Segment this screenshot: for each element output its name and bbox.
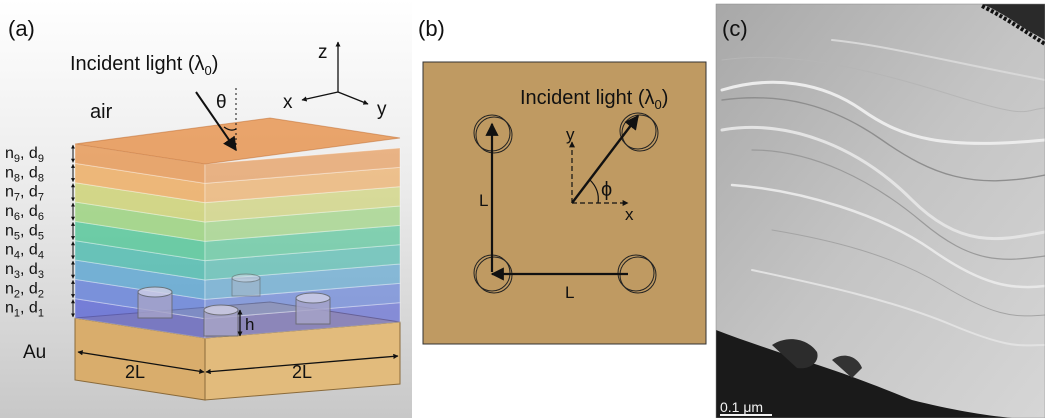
air-label: air — [90, 101, 113, 123]
layer-label-1: n1, d1 — [5, 300, 44, 320]
tem-dark-substrate — [716, 330, 1012, 418]
panel-c: 0.1 μm (c) — [712, 0, 1045, 418]
layer-label-4: n4, d4 — [5, 242, 44, 262]
panel-b-label: (b) — [418, 16, 445, 41]
axis-z-label: z — [318, 42, 328, 63]
axis-x-label-a: x — [283, 92, 293, 113]
tem-background — [716, 4, 1045, 418]
incident-light-label-b: Incident light (λ0) — [520, 87, 668, 112]
tem-dark-top-edge — [982, 4, 1045, 40]
pillar-4 — [231, 273, 261, 297]
layer-label-8: n8, d8 — [5, 164, 44, 184]
pillar-1 — [137, 286, 173, 319]
layer-side-9 — [204, 147, 401, 184]
h-label: h — [245, 315, 254, 334]
panel-c-label: (c) — [722, 16, 748, 41]
axis-y-label-b: y — [566, 125, 575, 144]
scale-bar-label: 0.1 μm — [720, 399, 763, 415]
dim-left-line — [77, 350, 205, 374]
layer-label-9: n9, d9 — [5, 145, 44, 165]
axis-x-label-b: x — [625, 205, 634, 224]
phi-arc — [589, 179, 599, 204]
top-view-substrate — [422, 61, 707, 345]
layer-label-2: n2, d2 — [5, 280, 44, 300]
tem-micrograph: 0.1 μm (c) — [715, 3, 1045, 418]
axis-y-label-a: y — [377, 99, 387, 120]
incident-light-label-a: Incident light (λ0) — [70, 53, 218, 78]
tem-layer-fringes — [720, 39, 1045, 347]
coordinate-axes-a — [301, 41, 369, 105]
layer-top-face — [74, 117, 401, 165]
incident-light-arrow-a — [195, 91, 237, 152]
theta-arc — [223, 126, 237, 131]
top-view-schematic: (b) Incident light (λ0) L L y x ϕ — [418, 16, 707, 345]
l-horizontal-label: L — [565, 283, 574, 302]
pillar-3 — [203, 304, 239, 337]
l-vertical-label: L — [479, 191, 488, 210]
layer-label-3: n3, d3 — [5, 261, 44, 281]
panel-a-label: (a) — [8, 16, 35, 41]
incident-direction-arrow — [571, 114, 639, 204]
panel-a: h n9, d9 n8, d8 n7, d7 n6, d6 n5, d5 n4, d4 n3… — [0, 0, 412, 418]
layer-label-7: n7, d7 — [5, 184, 44, 204]
dim-left-label: 2L — [125, 362, 145, 382]
theta-label: θ — [216, 92, 227, 113]
au-label: Au — [23, 342, 46, 363]
pillar-2 — [295, 292, 331, 325]
layer-label-5: n5, d5 — [5, 222, 44, 242]
layer-label-6: n6, d6 — [5, 203, 44, 223]
panel-b: (b) Incident light (λ0) L L y x ϕ — [412, 0, 712, 418]
dim-right-line — [205, 353, 399, 375]
nanopillars — [137, 273, 331, 337]
dim-right-label: 2L — [292, 362, 312, 382]
phi-label: ϕ — [601, 179, 612, 201]
pillar-top-right — [619, 112, 657, 150]
